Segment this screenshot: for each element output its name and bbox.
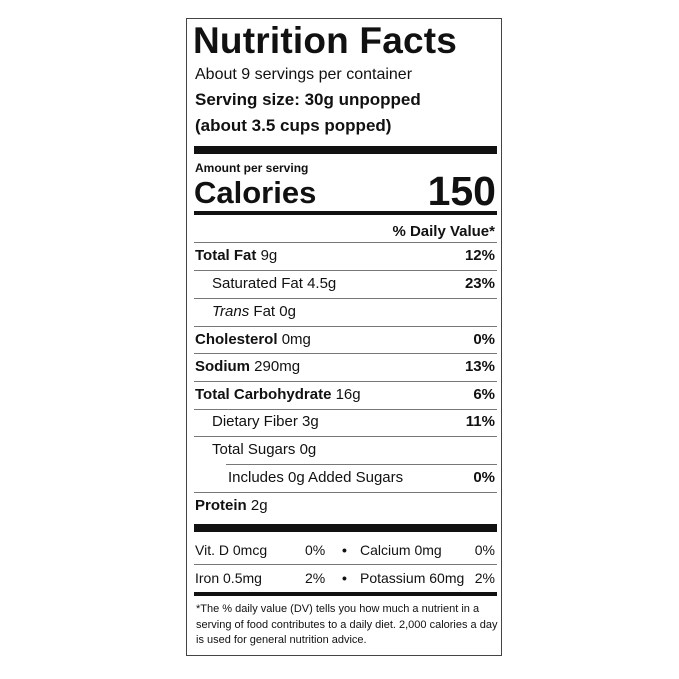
nutrient-amount: 9g [260,247,278,264]
nutrient-dv: 11% [465,413,495,430]
nutrient-row: Trans Fat 0g [195,302,495,322]
nutrient-name: Includes 0g Added Sugars [228,469,404,486]
vitamin-dv: 0% [305,542,326,558]
title: Nutrition Facts [193,20,458,61]
thick-rule [194,524,497,532]
vitamin-name: Vit. D 0mcg [195,542,268,558]
nutrient-row: Total Sugars 0g [195,440,495,460]
rule [194,381,497,382]
nutrient-name: Cholesterol [195,331,278,348]
rule [226,464,497,465]
rule [194,242,497,243]
calories-value: 150 [427,168,496,214]
nutrient-dv: 23% [464,275,495,292]
nutrient-row: Saturated Fat 4.5g 23% [195,274,495,294]
vitamin-dv: 2% [474,570,495,586]
nutrient-name: Sodium [195,358,250,375]
nutrient-name: Protein [195,497,247,514]
vitamin-row: Vit. D 0mcg 0% • Calcium 0mg 0% [195,540,495,560]
rule [194,436,497,437]
thick-rule [194,146,497,154]
nutrient-name: Dietary Fiber [212,413,298,430]
nutrient-dv: 0% [473,469,495,486]
nutrient-name: Total Carbohydrate [195,386,332,403]
rule [194,564,497,565]
bullet: • [342,570,347,586]
nutrient-row: Total Carbohydrate 16g 6% [195,385,495,405]
nutrient-row: Cholesterol 0mg 0% [195,330,495,350]
nutrient-amount: 3g [302,413,319,430]
nutrient-dv: 6% [473,386,495,403]
nutrient-amount: 0mg [281,331,311,348]
nutrient-name: Saturated Fat [212,275,303,292]
nutrient-amount: 4.5g [307,275,337,292]
vitamin-dv: 2% [305,570,326,586]
vitamin-name: Calcium 0mg [360,542,442,558]
servings: About 9 servings per container [195,66,413,83]
nutrient-amount: 0g [299,441,317,458]
nutrient-name: Total Sugars [212,441,296,458]
rule [194,409,497,410]
nutrient-row: Includes 0g Added Sugars 0% [195,468,495,488]
nutrient-row: Dietary Fiber 3g 11% [195,412,495,432]
bullet: • [342,542,347,558]
nutrient-row: Total Fat 9g 12% [195,246,495,266]
serving-size: Serving size: 30g unpopped [195,90,421,109]
nutrient-row: Protein 2g [195,496,495,516]
footnote: *The % daily value (DV) tells you how mu… [196,603,498,646]
vitamin-row: Iron 0.5mg 2% • Potassium 60mg 2% [195,568,495,588]
vitamin-name: Iron 0.5mg [195,570,262,586]
serving-note: (about 3.5 cups popped) [195,116,392,135]
label-border [186,18,502,656]
nutrient-dv: 12% [464,247,495,264]
nutrient-amount: 290mg [254,358,301,375]
nutrient-name: Fat [253,303,276,320]
calories-label: Calories [194,175,317,210]
medium-rule [194,592,497,596]
vitamin-name: Potassium 60mg [360,570,465,586]
nutrient-dv: 0% [473,331,495,348]
rule [194,492,497,493]
daily-value-header: % Daily Value* [392,223,495,240]
nutrient-amount: 2g [250,497,268,514]
nutrient-amount: 0g [279,303,296,320]
rule [194,353,497,354]
medium-rule [194,211,497,215]
rule [194,326,497,327]
nutrient-amount: 16g [335,386,361,403]
rule [194,298,497,299]
nutrient-name: Total Fat [195,247,257,264]
nutrient-name: Trans [212,303,250,320]
vitamin-dv: 0% [474,542,495,558]
nutrient-dv: 13% [464,358,495,375]
nutrient-row: Sodium 290mg 13% [195,357,495,377]
amount-per-serving: Amount per serving [195,161,309,175]
rule [194,270,497,271]
